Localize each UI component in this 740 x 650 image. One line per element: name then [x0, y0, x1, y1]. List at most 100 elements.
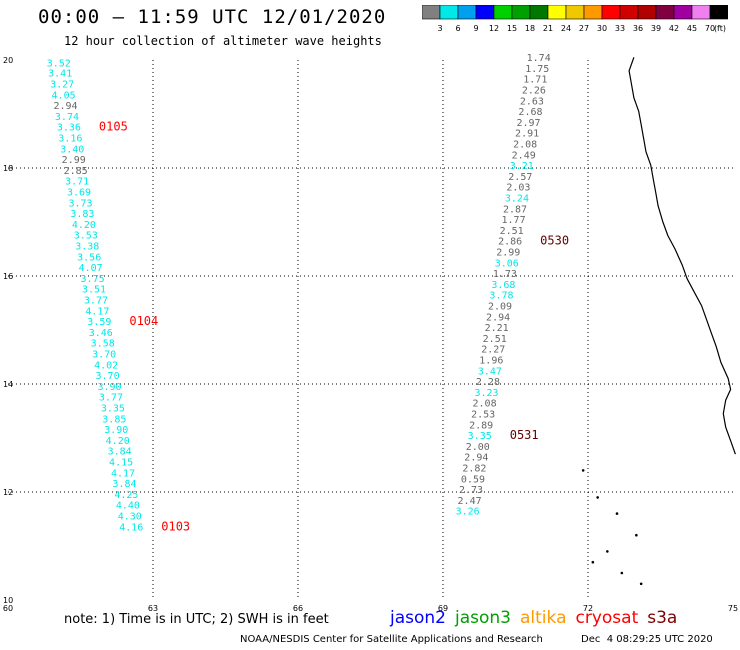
wave-height-value: 3.77	[84, 296, 108, 307]
wave-height-value: 2.99	[496, 247, 520, 258]
satellite-jason2: jason2	[390, 608, 446, 628]
island-mark	[596, 496, 599, 499]
wave-height-value: 4.16	[119, 522, 143, 533]
wave-height-value: 3.36	[57, 123, 81, 134]
satellite-altika: altika	[520, 608, 567, 628]
scale-label: 3	[437, 24, 442, 33]
wave-height-value: 3.75	[81, 274, 105, 285]
wave-height-value: 3.51	[82, 285, 106, 296]
generation-timestamp: Dec 4 08:29:25 UTC 2020	[581, 634, 713, 645]
wave-height-value: 3.74	[55, 112, 79, 123]
scale-label: 33	[615, 24, 625, 33]
island-mark	[635, 533, 638, 537]
color-scale-legend: 3 6 9 12 15 18 21 24 27 30 33 36 39 42 45 70(ft)	[422, 5, 728, 33]
wave-height-value: 2.08	[513, 139, 537, 150]
scale-label: 27	[579, 24, 589, 33]
pass-time-label: 0105	[99, 120, 128, 134]
scale-label: 42	[669, 24, 679, 33]
wave-height-value: 4.17	[111, 468, 135, 479]
satellite-legend: jason2 jason3 altika cryosat s3a	[390, 608, 686, 628]
wave-height-value: 2.68	[518, 107, 542, 118]
pass-time-label: 0104	[129, 314, 158, 328]
scale-label: 30	[597, 24, 607, 33]
wave-height-value: 3.46	[89, 328, 113, 339]
wave-height-value: 2.94	[53, 101, 77, 112]
wave-height-value: 2.51	[500, 226, 524, 237]
scale-label: (ft)	[714, 24, 726, 33]
wave-height-value: 4.20	[72, 220, 96, 231]
map-frame	[8, 60, 733, 600]
scale-swatch	[709, 5, 728, 20]
satellite-s3a: s3a	[647, 608, 678, 628]
wave-height-value: 0.59	[461, 474, 485, 485]
wave-height-value: 2.28	[476, 377, 500, 388]
wave-height-value: 2.89	[469, 420, 493, 431]
scale-label: 45	[687, 24, 697, 33]
wave-height-value: 3.90	[97, 382, 121, 393]
wave-height-value: 1.96	[479, 355, 503, 366]
island-mark	[581, 469, 585, 472]
wave-height-value: 3.40	[60, 144, 84, 155]
longitude-tick-label: 63	[148, 604, 158, 613]
pass-time-label: 0531	[510, 428, 539, 442]
island-mark	[606, 550, 609, 553]
chart-subtitle: 12 hour collection of altimeter wave hei…	[64, 34, 382, 48]
wave-height-value: 4.25	[114, 490, 138, 501]
wave-height-value: 2.09	[488, 301, 512, 312]
wave-height-value: 3.56	[77, 252, 101, 263]
wave-height-value: 2.91	[515, 129, 539, 140]
pass-time-label: 0103	[161, 519, 190, 533]
wave-height-value: 3.23	[474, 388, 498, 399]
wave-height-value: 3.21	[510, 161, 534, 172]
wave-height-value: 2.94	[464, 453, 488, 464]
scale-label: 24	[561, 24, 571, 33]
wave-height-value: 3.41	[48, 69, 72, 80]
wave-height-value: 3.27	[50, 80, 74, 91]
wave-height-value: 2.63	[520, 96, 544, 107]
wave-height-value: 2.27	[481, 345, 505, 356]
scale-label: 36	[633, 24, 643, 33]
wave-height-value: 3.38	[75, 242, 99, 253]
island-mark	[591, 560, 595, 564]
wave-height-value: 4.05	[52, 90, 76, 101]
wave-height-value: 3.58	[91, 339, 115, 350]
wave-height-value: 3.59	[87, 317, 111, 328]
wave-height-value: 3.26	[456, 507, 480, 518]
wave-height-value: 2.73	[459, 485, 483, 496]
wave-height-value: 3.90	[104, 425, 128, 436]
wave-height-value: 2.47	[458, 496, 482, 507]
wave-height-value: 2.97	[517, 118, 541, 129]
credit-line: NOAA/NESDIS Center for Satellite Applica…	[240, 634, 543, 645]
wave-height-value: 4.07	[79, 263, 103, 274]
wave-height-value: 3.77	[99, 393, 123, 404]
island-mark	[615, 512, 619, 515]
wave-height-value: 3.53	[74, 231, 98, 242]
pass-time-label: 0530	[540, 234, 569, 248]
scale-label: 21	[543, 24, 553, 33]
scale-label: 12	[489, 24, 499, 33]
wave-height-value: 2.08	[473, 399, 497, 410]
wave-height-value: 2.03	[506, 183, 530, 194]
wave-height-value: 4.15	[109, 458, 133, 469]
wave-height-value: 4.30	[118, 512, 142, 523]
wave-height-value: 4.17	[85, 306, 109, 317]
wave-height-value: 3.24	[505, 193, 529, 204]
longitude-tick-label: 72	[583, 604, 593, 613]
wave-height-value: 3.35	[101, 404, 125, 415]
longitude-tick-label: 69	[438, 604, 448, 613]
wave-height-value: 1.71	[523, 75, 547, 86]
wave-height-value: 2.85	[64, 166, 88, 177]
wave-height-value: 2.53	[471, 409, 495, 420]
wave-height-value: 2.26	[522, 85, 546, 96]
scale-label: 15	[507, 24, 517, 33]
wave-height-value: 4.02	[94, 360, 118, 371]
wave-height-value: 2.99	[62, 155, 86, 166]
wave-height-value: 3.83	[70, 209, 94, 220]
scale-label: 70	[705, 24, 715, 33]
wave-height-value: 3.69	[67, 188, 91, 199]
wave-height-value: 3.06	[495, 258, 519, 269]
wave-height-value: 3.85	[102, 414, 126, 425]
latitude-tick-label: 12	[3, 488, 13, 497]
satellite-cryosat: cryosat	[575, 608, 639, 628]
